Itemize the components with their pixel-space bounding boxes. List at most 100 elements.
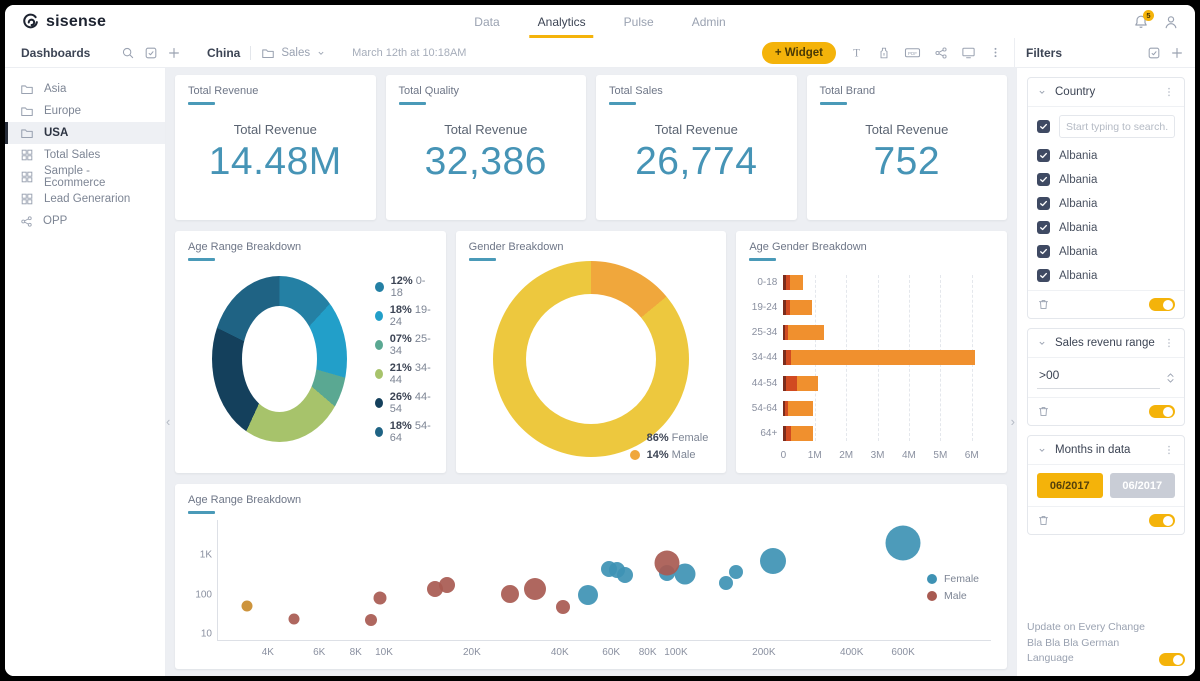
select-all-checkbox[interactable] [1037, 120, 1050, 133]
month-pill[interactable]: 06/2017 [1037, 473, 1103, 498]
bar-stack[interactable] [783, 325, 824, 341]
collapse-filters-chevron-icon[interactable]: › [1010, 414, 1015, 429]
text-widget-icon[interactable]: T [849, 45, 864, 60]
sidebar-item-usa[interactable]: USA [5, 122, 165, 144]
filter-option-row[interactable]: Albania [1037, 221, 1175, 234]
scatter-point-male[interactable] [524, 577, 547, 600]
option-checkbox[interactable] [1037, 221, 1050, 234]
scatter-point-male[interactable] [364, 613, 377, 626]
caret-down-icon[interactable] [1166, 378, 1175, 384]
gender-donut-widget[interactable]: Gender Breakdown 86% Female 14% Male [455, 231, 727, 473]
scatter-point-male[interactable] [500, 584, 519, 603]
bar-stack[interactable] [783, 300, 812, 316]
tab-analytics[interactable]: Analytics [529, 5, 594, 38]
trash-icon[interactable] [1037, 298, 1050, 311]
add-dashboard-icon[interactable] [167, 46, 181, 60]
option-checkbox[interactable] [1037, 197, 1050, 210]
kpi-card-0[interactable]: Total Revenue Total Revenue 14.48M [175, 75, 376, 220]
scatter-point-male[interactable] [373, 591, 387, 605]
share-icon[interactable] [934, 46, 948, 60]
chevron-down-icon [318, 51, 324, 55]
add-filter-icon[interactable] [1170, 46, 1184, 60]
filter-options-kebab-icon[interactable] [1163, 337, 1175, 349]
scatter-point-male[interactable] [439, 577, 456, 594]
select-filters-icon[interactable] [1147, 46, 1161, 60]
scatter-point-female[interactable] [578, 584, 599, 605]
filter-section-header[interactable]: Months in data [1028, 436, 1184, 465]
scatter-point-female[interactable] [728, 564, 743, 579]
theme-paint-icon[interactable] [877, 46, 891, 60]
sidebar-item-sample-ecommerce[interactable]: Sample - Ecommerce [5, 165, 165, 189]
tab-admin[interactable]: Admin [691, 14, 726, 29]
sidebar-item-total-sales[interactable]: Total Sales [5, 144, 165, 166]
user-profile-icon[interactable] [1163, 14, 1179, 30]
select-dashboards-icon[interactable] [144, 46, 158, 60]
filter-toggle[interactable] [1149, 405, 1175, 418]
bar-stack[interactable] [783, 400, 814, 416]
scatter-point-highlight[interactable] [241, 600, 253, 612]
scatter-point-male[interactable] [654, 550, 680, 576]
filter-option-row[interactable]: Albania [1037, 149, 1175, 162]
filter-section-header[interactable]: Sales revenu range [1028, 329, 1184, 358]
option-checkbox[interactable] [1037, 245, 1050, 258]
widget-tools: + Widget T PDF [761, 41, 1002, 64]
number-stepper[interactable] [1166, 372, 1175, 384]
scatter-point-male[interactable] [555, 599, 570, 614]
option-checkbox[interactable] [1037, 149, 1050, 162]
donut-ring [212, 276, 347, 442]
notifications-bell-icon[interactable]: 5 [1133, 9, 1154, 30]
scatter-point-male[interactable] [427, 580, 444, 597]
age-gender-bar-widget[interactable]: Age Gender Breakdown 0 1M 2M 3M 4M 5M 6M 0-18 19… [736, 231, 1008, 473]
scatter-point-female[interactable] [759, 547, 786, 574]
caret-up-icon[interactable] [1166, 372, 1175, 378]
age-range-scatter-widget[interactable]: Age Range Breakdown 10 100 1K 4K 6K 8K 10K 20K 4… [175, 484, 1007, 669]
chevron-down-icon[interactable] [1037, 87, 1047, 97]
option-checkbox[interactable] [1037, 269, 1050, 282]
folder-selector[interactable]: Sales [261, 46, 326, 60]
bar-stack[interactable] [783, 275, 803, 290]
trash-icon[interactable] [1037, 405, 1050, 418]
update-mode-toggle[interactable] [1159, 653, 1185, 666]
filter-toggle[interactable] [1149, 514, 1175, 527]
tab-pulse[interactable]: Pulse [623, 14, 654, 29]
scatter-point-female[interactable] [674, 563, 696, 585]
bar-stack[interactable] [783, 350, 975, 366]
filter-section-header[interactable]: Country [1028, 78, 1184, 107]
kpi-card-1[interactable]: Total Quality Total Revenue 32,386 [385, 75, 586, 220]
filter-search-input[interactable] [1059, 115, 1175, 138]
filter-options-kebab-icon[interactable] [1163, 444, 1175, 456]
age-range-donut-widget[interactable]: Age Range Breakdown 12% 0-18 18% 19-24 07% 25… [175, 231, 446, 473]
chevron-down-icon[interactable] [1037, 338, 1047, 348]
option-checkbox[interactable] [1037, 173, 1050, 186]
sidebar-item-opp[interactable]: OPP [5, 210, 165, 232]
chevron-down-icon[interactable] [1037, 445, 1047, 455]
bar-stack[interactable] [783, 375, 819, 391]
collapse-sidebar-chevron-icon[interactable]: ‹ [166, 414, 171, 429]
sisense-logo[interactable]: sisense [21, 12, 106, 31]
sidebar-item-lead-generarion[interactable]: Lead Generarion [5, 188, 165, 210]
trash-icon[interactable] [1037, 514, 1050, 527]
filter-option-row[interactable]: Albania [1037, 269, 1175, 282]
more-options-kebab-icon[interactable] [989, 46, 1002, 59]
kpi-card-3[interactable]: Total Brand Total Revenue 752 [806, 75, 1007, 220]
filter-option-row[interactable]: Albania [1037, 173, 1175, 186]
scatter-point-female[interactable] [617, 567, 634, 584]
tab-data[interactable]: Data [474, 14, 500, 29]
present-monitor-icon[interactable] [961, 45, 976, 60]
search-icon[interactable] [121, 46, 135, 60]
sidebar-item-asia[interactable]: Asia [5, 78, 165, 100]
scatter-point-male[interactable] [288, 613, 300, 625]
add-widget-button[interactable]: + Widget [761, 41, 836, 64]
filter-toggle[interactable] [1149, 298, 1175, 311]
scatter-point-female[interactable] [885, 525, 921, 561]
kpi-card-2[interactable]: Total Sales Total Revenue 26,774 [596, 75, 797, 220]
month-pill[interactable]: 06/2017 [1109, 473, 1175, 498]
scatter-point-female[interactable] [718, 576, 733, 591]
export-pdf-icon[interactable]: PDF [904, 45, 921, 60]
sidebar-item-europe[interactable]: Europe [5, 100, 165, 122]
filter-option-row[interactable]: Albania [1037, 245, 1175, 258]
bar-stack[interactable] [783, 425, 813, 441]
filter-option-row[interactable]: Albania [1037, 197, 1175, 210]
filter-options-kebab-icon[interactable] [1163, 86, 1175, 98]
filter-number-value[interactable]: >00 [1037, 366, 1160, 389]
